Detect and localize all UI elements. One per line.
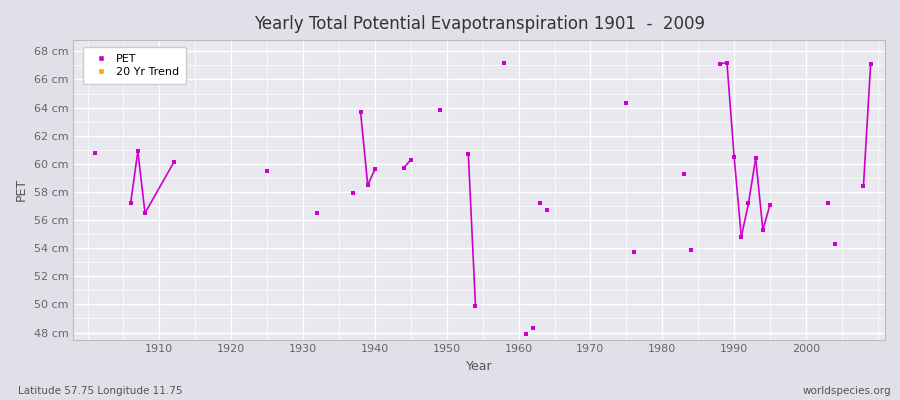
Point <box>432 107 446 114</box>
Point <box>619 100 634 106</box>
Point <box>749 155 763 162</box>
Point <box>742 200 756 206</box>
Point <box>396 165 410 171</box>
Point <box>518 331 533 337</box>
Point <box>354 109 368 115</box>
Point <box>403 156 418 163</box>
Point <box>310 210 325 216</box>
Point <box>533 200 547 206</box>
Point <box>87 149 102 156</box>
Point <box>138 210 152 216</box>
Point <box>684 246 698 253</box>
Point <box>734 234 749 240</box>
Point <box>368 166 382 173</box>
Point <box>497 60 511 66</box>
Point <box>763 202 778 208</box>
Y-axis label: PET: PET <box>15 178 28 202</box>
Point <box>260 168 274 174</box>
Point <box>461 151 475 157</box>
Point <box>820 200 834 206</box>
Point <box>863 61 878 67</box>
Point <box>727 154 742 160</box>
Point <box>166 159 181 166</box>
Text: worldspecies.org: worldspecies.org <box>803 386 891 396</box>
X-axis label: Year: Year <box>466 360 492 373</box>
Title: Yearly Total Potential Evapotranspiration 1901  -  2009: Yearly Total Potential Evapotranspiratio… <box>254 15 705 33</box>
Point <box>346 190 361 196</box>
Text: Latitude 57.75 Longitude 11.75: Latitude 57.75 Longitude 11.75 <box>18 386 183 396</box>
Point <box>677 170 691 177</box>
Legend: PET, 20 Yr Trend: PET, 20 Yr Trend <box>83 47 186 84</box>
Point <box>856 183 870 190</box>
Point <box>130 148 145 154</box>
Point <box>713 61 727 67</box>
Point <box>123 200 138 206</box>
Point <box>756 227 770 233</box>
Point <box>827 241 842 247</box>
Point <box>720 60 734 66</box>
Point <box>361 182 375 188</box>
Point <box>540 207 554 214</box>
Point <box>526 325 540 332</box>
Point <box>468 303 482 309</box>
Point <box>626 249 641 256</box>
